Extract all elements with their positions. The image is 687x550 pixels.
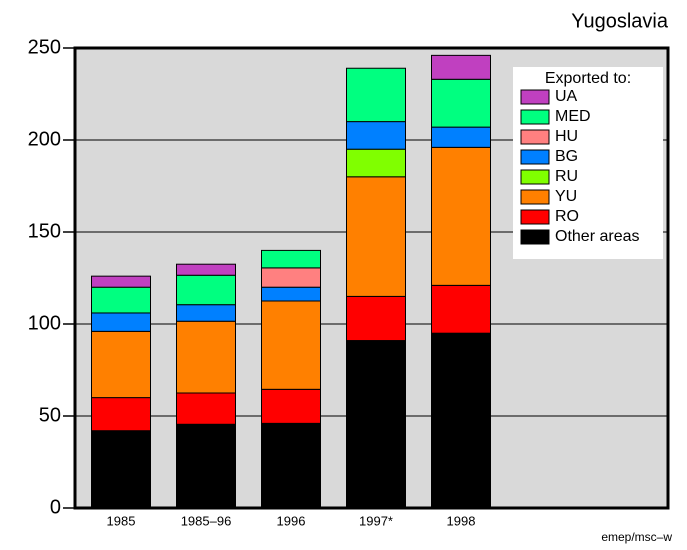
bar-segment — [346, 148, 406, 178]
bar-segment — [346, 176, 406, 297]
x-tick-label: 1985 — [107, 513, 136, 528]
bar-segment — [91, 430, 151, 509]
legend-swatch — [520, 189, 550, 205]
x-tick-label: 1996 — [277, 513, 306, 528]
bar-segment — [91, 275, 151, 288]
bar-segment — [346, 121, 406, 150]
legend-label: HU — [555, 128, 578, 145]
legend-swatch — [520, 169, 550, 185]
bar-segment — [431, 126, 491, 148]
legend-swatch — [520, 209, 550, 225]
legend-swatch — [520, 229, 550, 245]
legend-label: UA — [555, 88, 578, 105]
legend-label: BG — [555, 148, 578, 165]
bar-segment — [261, 286, 321, 302]
bar-segment — [176, 304, 236, 322]
chart-title: Yugoslavia — [571, 10, 669, 32]
bar-segment — [261, 267, 321, 288]
bar-segment — [346, 340, 406, 509]
bar-segment — [346, 67, 406, 123]
plot-border — [73, 46, 670, 510]
bar-segment — [176, 320, 236, 394]
x-tick-label: 1997* — [359, 513, 393, 528]
y-tick-label: 150 — [28, 220, 61, 242]
y-tick-label: 200 — [28, 128, 61, 150]
legend-swatch — [520, 129, 550, 145]
bar-segment — [91, 312, 151, 332]
legend-swatch — [520, 109, 550, 125]
bar-segment — [176, 392, 236, 425]
y-tick-label: 100 — [28, 312, 61, 334]
bar-segment — [91, 286, 151, 314]
bar-segment — [261, 388, 321, 424]
legend-label: MED — [555, 108, 591, 125]
bar-segment — [176, 274, 236, 306]
x-tick-label: 1998 — [447, 513, 476, 528]
bar-segment — [431, 284, 491, 334]
legend-swatch — [520, 149, 550, 165]
bar-segment — [431, 54, 491, 80]
bar-segment — [176, 423, 236, 509]
bar-segment — [261, 300, 321, 390]
bar-segment — [431, 332, 491, 509]
legend-label: YU — [555, 188, 577, 205]
bar-segment — [91, 397, 151, 432]
credit: emep/msc–w — [601, 530, 672, 544]
legend-label: RU — [555, 168, 578, 185]
y-tick-label: 0 — [50, 496, 61, 518]
bar-segment — [261, 249, 321, 269]
legend-swatch — [520, 89, 550, 105]
bar-segment — [176, 263, 236, 276]
bar-segment — [431, 78, 491, 128]
legend-label: RO — [555, 208, 579, 225]
bar-segment — [431, 146, 491, 286]
bar-segment — [91, 330, 151, 399]
legend-label: Other areas — [555, 228, 639, 245]
y-tick-label: 250 — [28, 36, 61, 58]
bar-segment — [261, 422, 321, 509]
bar-segment — [346, 295, 406, 342]
y-tick-label: 50 — [39, 404, 61, 426]
legend-title: Exported to: — [545, 70, 631, 87]
x-tick-label: 1985–96 — [181, 513, 232, 528]
